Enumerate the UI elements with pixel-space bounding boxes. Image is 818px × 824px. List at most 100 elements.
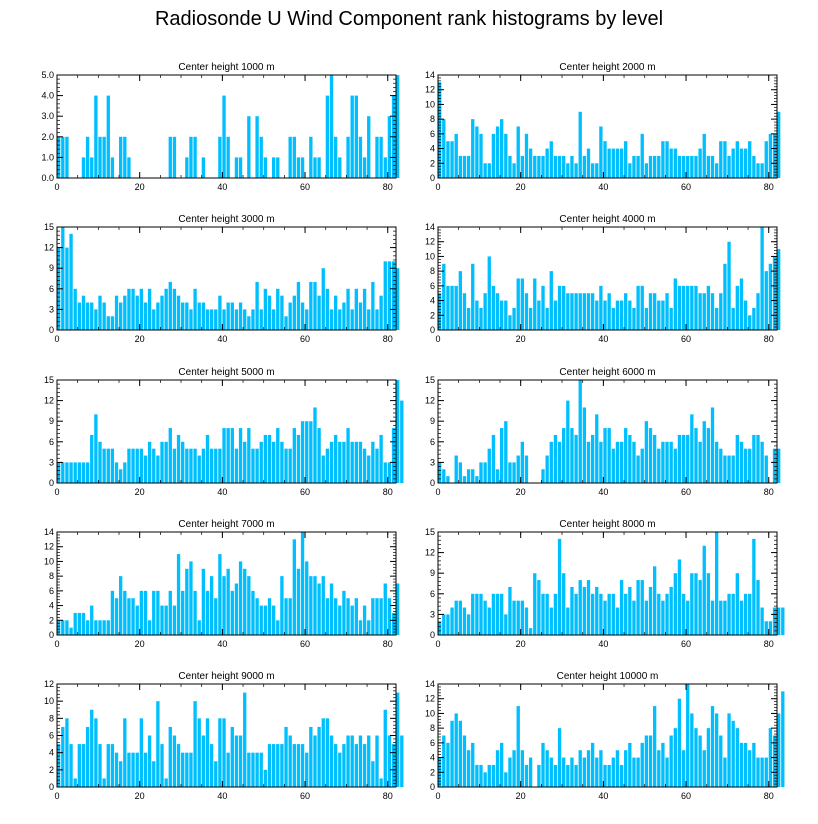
histogram-panel-8: Center height 8000 m 0 3 6 9 12 15 0 20 40 60 80 — [425, 519, 785, 649]
x-tick-label: 20 — [135, 334, 145, 344]
bar — [342, 441, 346, 483]
bar — [160, 295, 164, 330]
bar — [698, 580, 702, 635]
bar — [578, 580, 582, 635]
bar — [276, 428, 280, 483]
bar — [520, 155, 525, 178]
y-tick-label: 2 — [49, 765, 54, 775]
bar — [714, 307, 719, 330]
bar — [710, 600, 715, 635]
bar — [193, 288, 197, 330]
bar — [375, 136, 379, 178]
bar — [383, 709, 387, 787]
bar — [94, 95, 98, 178]
bar — [362, 744, 367, 787]
y-tick-label: 4 — [430, 296, 435, 306]
bar — [640, 448, 644, 483]
bar — [288, 136, 292, 178]
y-tick-label: 2.0 — [41, 132, 54, 142]
bar — [139, 288, 144, 330]
histogram-panel-9: Center height 9000 m 0 2 4 6 8 10 12 0 20 40 60 80 — [44, 671, 404, 801]
y-tick-label: 10 — [425, 251, 435, 261]
bar — [475, 593, 479, 635]
y-tick-label: 9 — [430, 568, 435, 578]
y-tick-label: 6 — [430, 738, 435, 748]
panel-title: Center height 5000 m — [178, 367, 274, 378]
bar — [570, 757, 574, 787]
bar — [595, 300, 599, 330]
x-tick-label: 40 — [217, 182, 227, 192]
bar — [176, 295, 181, 330]
bar — [123, 718, 127, 787]
bar — [189, 752, 193, 787]
bar — [321, 718, 325, 787]
bar — [61, 227, 65, 330]
x-tick-label: 60 — [300, 334, 310, 344]
bar — [471, 263, 475, 330]
y-tick-label: 10 — [44, 696, 54, 706]
x-tick-label: 80 — [383, 182, 393, 192]
bar — [686, 285, 690, 330]
bar — [512, 600, 516, 635]
bar — [719, 448, 723, 483]
bar — [727, 241, 731, 330]
bar — [114, 752, 119, 787]
y-tick-label: 0 — [49, 325, 54, 335]
bar — [379, 295, 383, 330]
bar — [292, 295, 296, 330]
bar — [102, 448, 106, 483]
bar — [222, 576, 226, 635]
bar — [98, 620, 102, 635]
bar — [743, 742, 748, 787]
bar — [632, 307, 636, 330]
bar — [160, 441, 164, 483]
bar — [288, 598, 292, 635]
bar — [570, 428, 574, 483]
bar — [65, 247, 69, 330]
bar — [383, 583, 387, 635]
bar — [516, 706, 520, 787]
bar — [342, 590, 346, 635]
bar — [371, 598, 375, 635]
bar — [446, 141, 450, 178]
bar — [438, 82, 442, 178]
bar — [391, 428, 396, 483]
bar — [185, 568, 189, 635]
y-tick-label: 4 — [49, 601, 54, 611]
bar — [387, 735, 392, 787]
bar — [185, 752, 189, 787]
y-tick-label: 0 — [430, 782, 435, 792]
x-tick-label: 60 — [300, 791, 310, 801]
bar — [710, 155, 715, 178]
bar — [379, 434, 383, 483]
bar — [317, 295, 321, 330]
bar — [230, 590, 234, 635]
bar — [354, 598, 358, 635]
y-tick-label: 12 — [425, 694, 435, 704]
bar — [690, 713, 694, 787]
bar — [267, 744, 272, 787]
bar — [471, 742, 475, 787]
bar — [396, 75, 400, 178]
plot-frame — [56, 74, 397, 179]
x-tick-label: 0 — [435, 639, 440, 649]
bar — [251, 448, 255, 483]
bar — [677, 559, 682, 635]
bar — [475, 476, 479, 483]
bar — [636, 757, 640, 787]
bar — [123, 462, 127, 483]
bar — [329, 583, 334, 635]
bar — [719, 141, 723, 178]
panel-title: Center height 9000 m — [178, 671, 274, 682]
bar — [255, 598, 259, 635]
bar — [764, 141, 768, 178]
bar — [127, 448, 131, 483]
x-tick-label: 60 — [300, 487, 310, 497]
bar — [458, 600, 462, 635]
x-tick-label: 20 — [516, 639, 526, 649]
bar — [690, 155, 694, 178]
bar — [562, 573, 566, 635]
bar — [731, 455, 735, 483]
x-tick-label: 80 — [764, 182, 774, 192]
bar — [230, 726, 234, 787]
